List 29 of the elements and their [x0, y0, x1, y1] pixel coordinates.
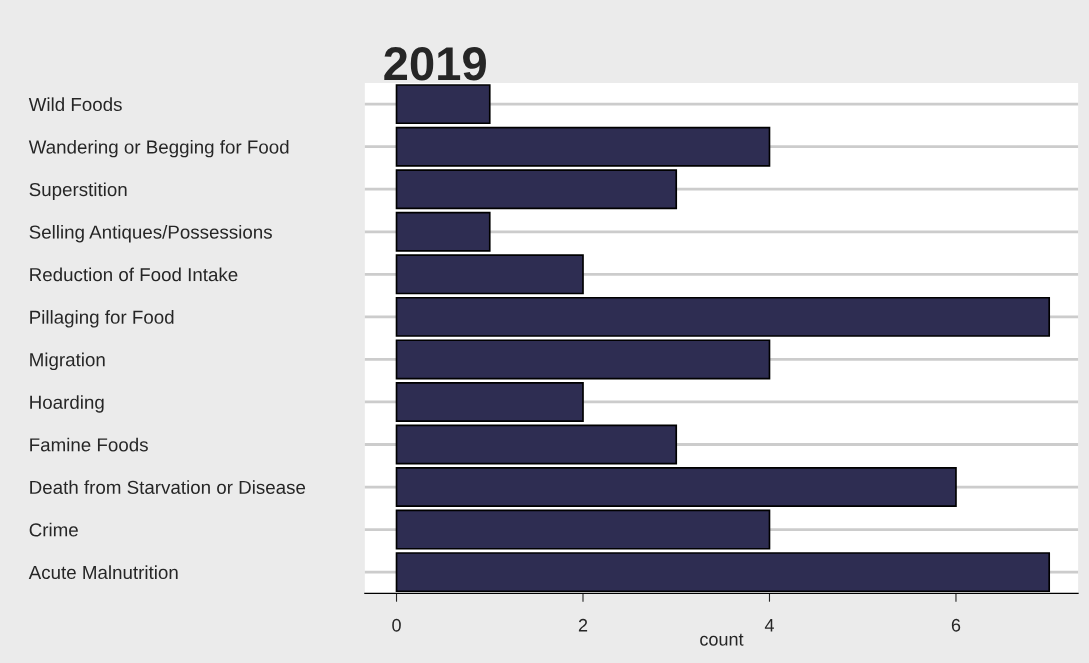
- bar: [395, 126, 771, 167]
- y-tick-label: Reduction of Food Intake: [30, 267, 238, 282]
- x-tick-label: 0: [392, 618, 401, 632]
- bar: [395, 254, 584, 295]
- y-tick-label: Death from Starvation or Disease: [30, 480, 306, 495]
- chart-title: 2019: [384, 47, 486, 81]
- y-tick-label: Hoarding: [30, 395, 104, 413]
- bar: [395, 211, 491, 252]
- x-tick-label: 2: [578, 618, 588, 632]
- y-tick-label: Wild Foods: [28, 97, 122, 112]
- y-tick-label: Crime: [29, 522, 78, 537]
- bar: [395, 296, 1051, 337]
- y-tick-label: Acute Malnutrition: [28, 565, 178, 580]
- x-tick-label: 6: [951, 618, 961, 632]
- bar: [395, 424, 678, 465]
- bar: [395, 467, 957, 508]
- y-tick-label: Pillaging for Food: [30, 310, 174, 328]
- bar: [395, 339, 771, 380]
- y-tick-label: Famine Foods: [30, 437, 148, 452]
- bar: [395, 509, 771, 550]
- y-tick-label: Superstition: [29, 182, 127, 200]
- y-tick-label: Migration: [30, 352, 105, 371]
- bar: [395, 84, 491, 125]
- x-axis-title: count: [700, 633, 744, 646]
- y-tick-label: Wandering or Begging for Food: [28, 139, 289, 158]
- bar: [395, 381, 584, 422]
- x-tick-label: 4: [764, 619, 774, 632]
- bar: [395, 169, 678, 210]
- y-tick-label: Selling Antiques/Possessions: [29, 224, 272, 243]
